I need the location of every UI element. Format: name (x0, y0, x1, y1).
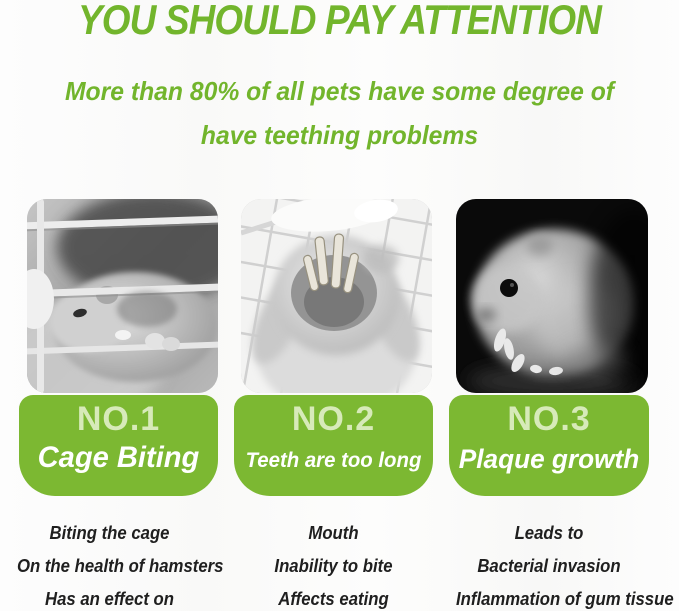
long-teeth-photo (241, 199, 432, 393)
banner-number: NO.3 (507, 400, 591, 438)
banner-label: Plaque growth (458, 444, 640, 474)
long-teeth-illustration (241, 199, 432, 393)
cage-biting-photo (27, 199, 218, 393)
banner-number: NO.1 (76, 400, 161, 438)
banner-number: NO.2 (291, 400, 376, 438)
note-line: Bacterial invasion (477, 556, 621, 576)
plaque-growth-illustration (456, 199, 648, 393)
notes-teeth-too-long: Mouth Inability to bite Affects eating (241, 517, 426, 611)
note-line: Leads to (514, 523, 584, 543)
note-line: Affects eating (278, 589, 389, 609)
note-line: Biting the cage (49, 523, 170, 543)
subtitle-line-2: have teething problems (200, 120, 479, 150)
banner-label: Teeth are too long (245, 449, 422, 472)
cage-biting-illustration (27, 199, 218, 393)
note-line: Inability to bite (274, 556, 393, 576)
subtitle-line-1: More than 80% of all pets have some degr… (64, 76, 615, 106)
plaque-growth-photo (456, 199, 648, 393)
note-line: Inflammation of gum tissue (456, 589, 674, 609)
note-line: On the health of hamsters (16, 556, 224, 576)
banner-teeth-too-long: NO.2 Teeth are too long (234, 395, 433, 496)
notes-cage-biting: Biting the cage On the health of hamster… (16, 517, 224, 611)
banner-label: Cage Biting (37, 441, 200, 474)
note-line: Mouth (308, 523, 359, 543)
banner-cage-biting: NO.1 Cage Biting (19, 395, 218, 496)
note-line: Has an effect on (44, 589, 175, 609)
page-title: YOU SHOULD PAY ATTENTION (77, 0, 602, 43)
notes-plaque-growth: Leads to Bacterial invasion Inflammation… (456, 517, 674, 611)
banner-plaque-growth: NO.3 Plaque growth (449, 395, 649, 496)
